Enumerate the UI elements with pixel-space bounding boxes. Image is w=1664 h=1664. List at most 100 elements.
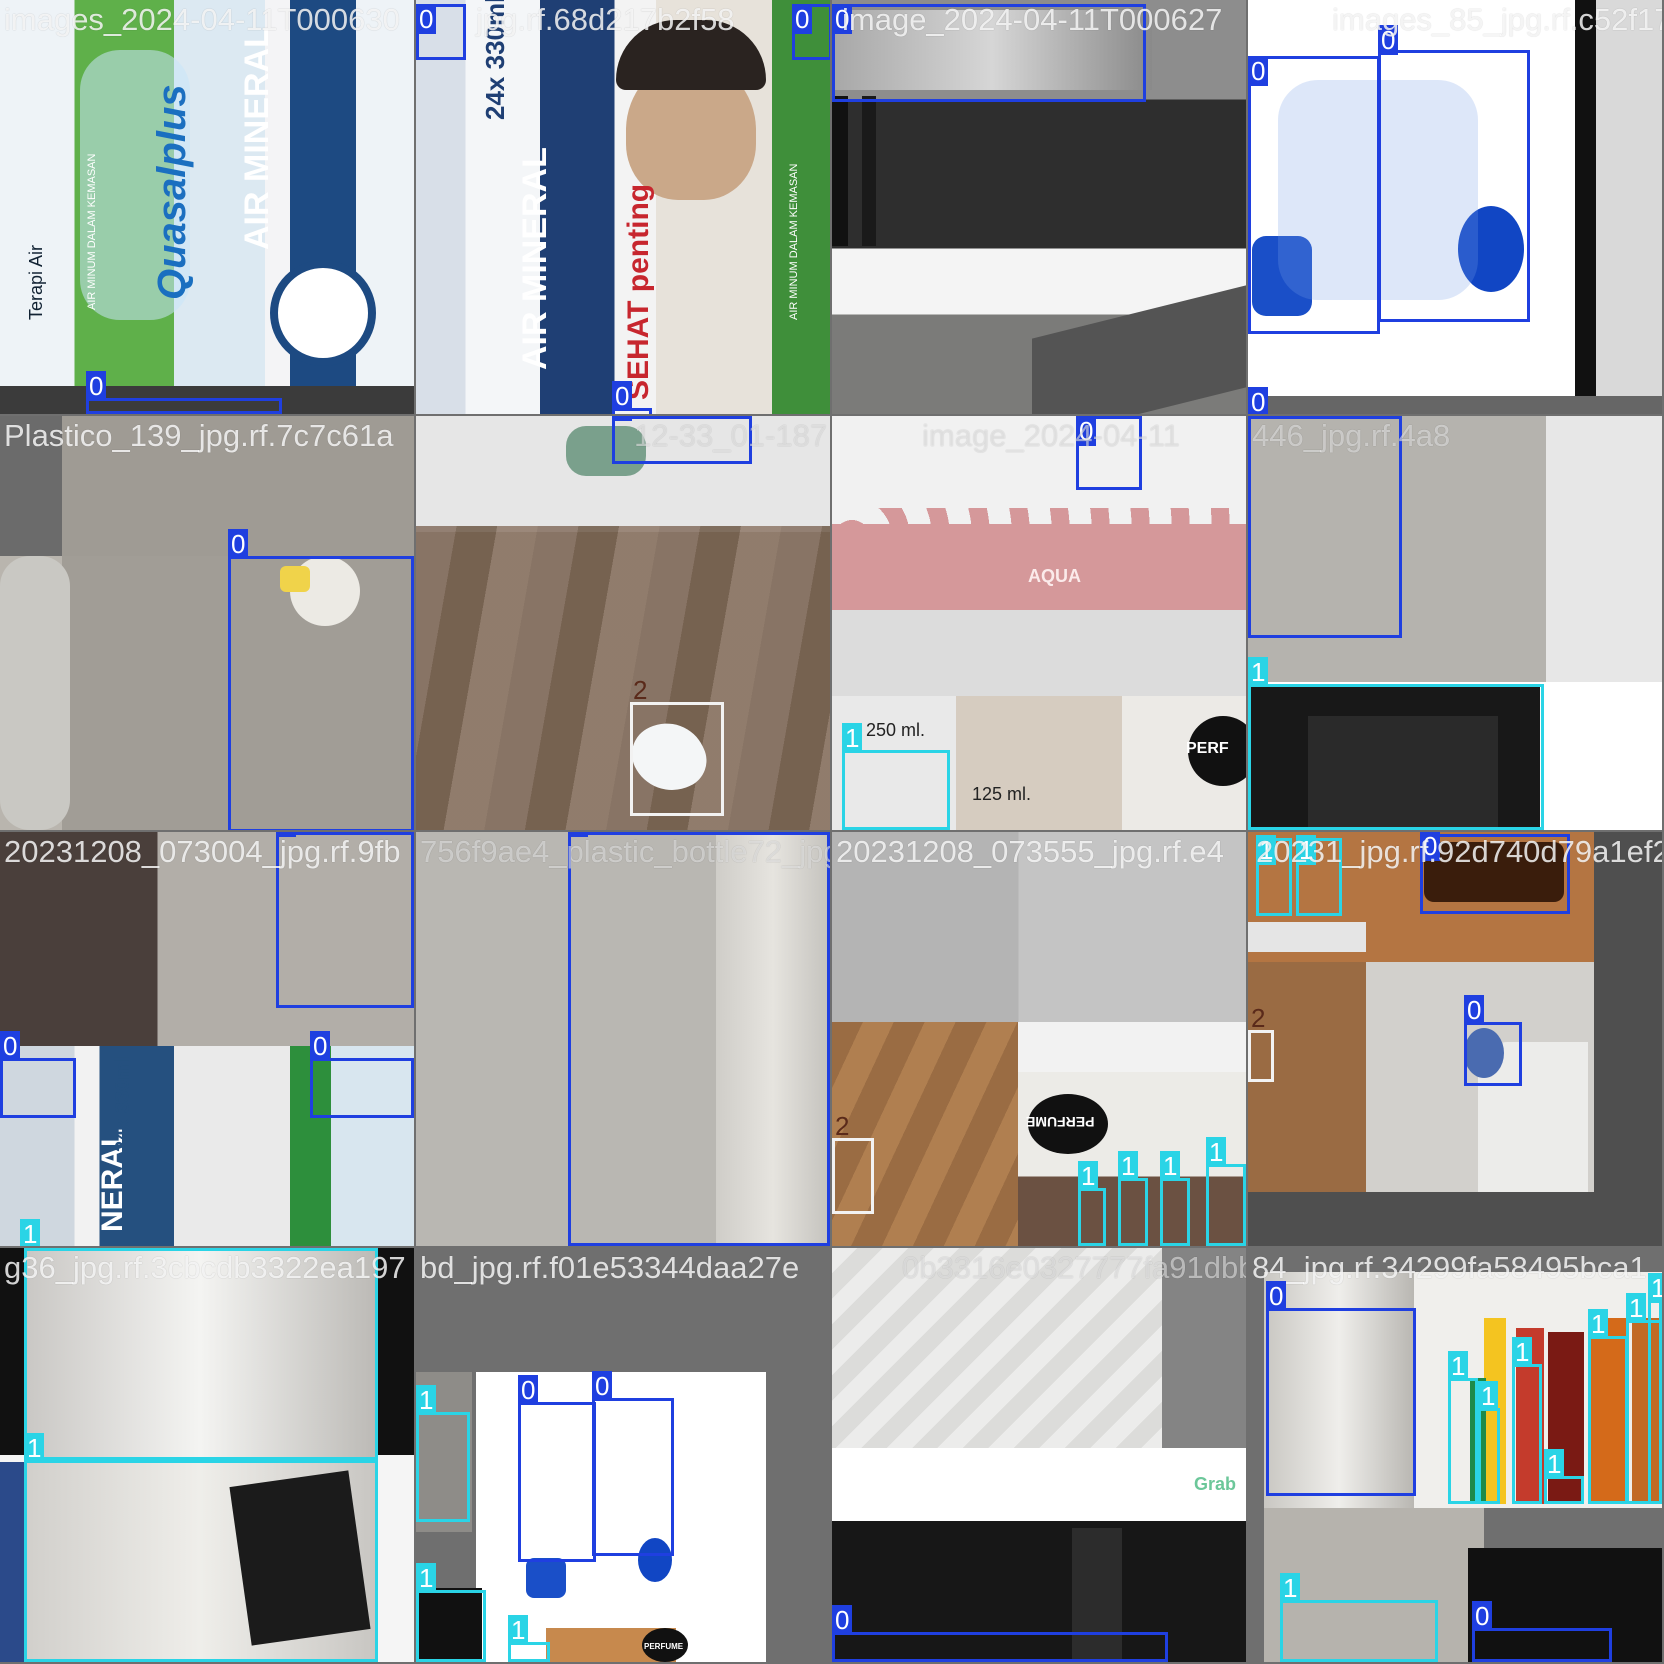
bbox-class-0: 0 [1472,1601,1612,1662]
bbox-label: 0 [612,381,633,411]
print-text: Terapi Air [26,244,46,320]
bbox-label: 1 [416,1563,437,1593]
bbox-label: 0 [568,832,589,837]
mosaic-tile: Grab 0 0b3316e0327777fa91dbba [832,1248,1246,1662]
bbox-class-1: 1 [416,1563,486,1662]
bbox-label: 0 [228,529,249,559]
bbox-label: 0 [1248,387,1269,414]
bbox-label: 0 [1472,1601,1493,1631]
bbox-class-1: 1 [1206,1137,1246,1246]
bbox-label: 1 [842,723,863,753]
bbox-class-0: 0 [792,4,830,60]
print-text: SEHAT penting [622,183,655,400]
print-text: 24x 330ml [480,0,510,120]
bbox-label: 1 [1256,835,1277,865]
bbox-class-0: 0 [612,381,652,414]
bbox-class-0: 0 [1076,416,1142,490]
mosaic-tile: NERAL 24x 330ml 0 0 0 1 20231208_073004_… [0,832,414,1246]
bbox-class-0: 0 [1464,995,1522,1086]
print-text: Quasalplus [150,84,194,300]
bbox-class-1: 1 [1544,1449,1584,1504]
bbox-label: 0 [1420,832,1441,861]
mosaic-tile: 1 1 0 2 0 20231_jpg.rf.92d740d79a1ef2b [1248,832,1662,1246]
bbox-label: 2 [835,1111,850,1141]
mosaic-tile: 0 756f9ae4_plastic_bottle72_jpg [416,832,830,1246]
bbox-class-0: 0 [832,4,1146,102]
bbox-label: 0 [832,1605,853,1635]
bbox-class-0: 0 [832,1605,1168,1662]
bbox-class-0: 0 [416,4,466,60]
mosaic-tile: 0 1 1 1 1 1 1 1 1 0 84_jpg.rf.34299fa584… [1248,1248,1662,1662]
mosaic-tile: AIR MINERAL Quasalplus Terapi Air AIR MI… [0,0,414,414]
bbox-label: 1 [1512,1337,1533,1367]
bbox-label: 1 [508,1615,529,1645]
bbox-class-1: 1 [1248,657,1544,830]
bbox-label: 1 [24,1248,45,1251]
bbox-label: 1 [1118,1151,1139,1181]
mosaic-tile: PERFUME 2 1 1 1 1 20231208_073555_jpg.rf… [832,832,1246,1246]
print-text: AQUA [1028,566,1081,586]
print-text: 125 ml. [972,784,1032,804]
bbox-label: 1 [1544,1449,1565,1479]
bbox-label: 1 [1078,1161,1099,1191]
bbox-class-0: 0 [568,832,830,1246]
bbox-label: 1 [1648,1273,1662,1303]
bbox-class-0: 0 [1420,832,1570,914]
bbox-label: 1 [24,1433,45,1463]
print-text: Grab [1194,1474,1237,1494]
bbox-class-1: 1 [416,1385,470,1522]
bbox-label: 1 [1248,657,1269,687]
bbox-class-0: 0 [592,1371,674,1556]
print-text: AIR MINUM DALAM KEMASAN [86,153,98,310]
photo-inverted-bottle [1248,0,1662,414]
bbox-label: 0 [86,371,107,401]
bbox-label: 0 [416,4,437,34]
bbox-class-2: 2 [630,675,724,816]
bbox-class-1: 1 [1280,1573,1438,1662]
bbox-label: 0 [1076,416,1097,446]
bbox-label: 1 [1160,1151,1181,1181]
bbox-class-0: 0 [86,371,282,414]
bbox-label: 1 [416,1385,437,1415]
print-text: PERF [1186,740,1229,757]
bbox-label: 0 [612,416,633,421]
bbox-class-1: 1 [1512,1337,1542,1504]
bbox-class-1: 1 [1448,1351,1478,1504]
bbox-class-1: 1 [1078,1161,1106,1246]
print-text: AIR MINERAL [238,27,276,250]
bbox-class-0: 0 [1248,56,1380,334]
bbox-label: 2 [1251,1003,1266,1033]
bbox-class-0: 0 [228,529,414,830]
bbox-class-1: 1 [842,723,950,830]
bbox-class-1: 1 [1478,1381,1500,1504]
bbox-class-1: 1 [1648,1273,1662,1504]
bbox-label: 1 [1588,1309,1609,1339]
print-text: 24x 330ml [112,1056,134,1152]
bbox-class-1: 1 [24,1433,378,1662]
bbox-label: 0 [310,1031,331,1061]
mosaic-tile: 0 Plastico_139_jpg.rf.7c7c61a [0,416,414,830]
print-text: AIR MINUM DALAM KEMASAN [788,163,800,320]
mosaic-tile: PERFUME 1 0 0 1 1 bd_jpg.rf.f01e53344daa… [416,1248,830,1662]
bbox-label: 1 [1296,835,1317,865]
bbox-label: 0 [518,1375,539,1405]
bbox-class-2: 2 [832,1111,874,1214]
bbox-class-1: 1 [24,1248,378,1460]
bbox-label: 1 [1206,1137,1227,1167]
bbox-label: 0 [1266,1281,1287,1311]
bbox-class-0: 0 [518,1375,596,1562]
bbox-class-0: 0 [612,416,752,464]
bbox-class-1: 1 [1118,1151,1148,1246]
bbox-label: 1 [20,1219,41,1246]
bbox-label: 0 [1464,995,1485,1025]
print-text: AIR MINERAL [516,147,554,370]
bbox-class-0: 0 [276,832,414,1008]
bbox-label: 0 [1248,56,1269,86]
bbox-class-0: 0 [1248,416,1402,638]
bbox-class-0: 0 [1378,25,1530,322]
bbox-label: 2 [633,675,648,705]
mosaic-tile: 0 0 0 images_85_jpg.rf.c52f17e5 [1248,0,1662,414]
bbox-label: 0 [1378,25,1399,55]
mosaic-tile: AQUA 250 ml. 125 ml. PERF 0 1 image_2024… [832,416,1246,830]
